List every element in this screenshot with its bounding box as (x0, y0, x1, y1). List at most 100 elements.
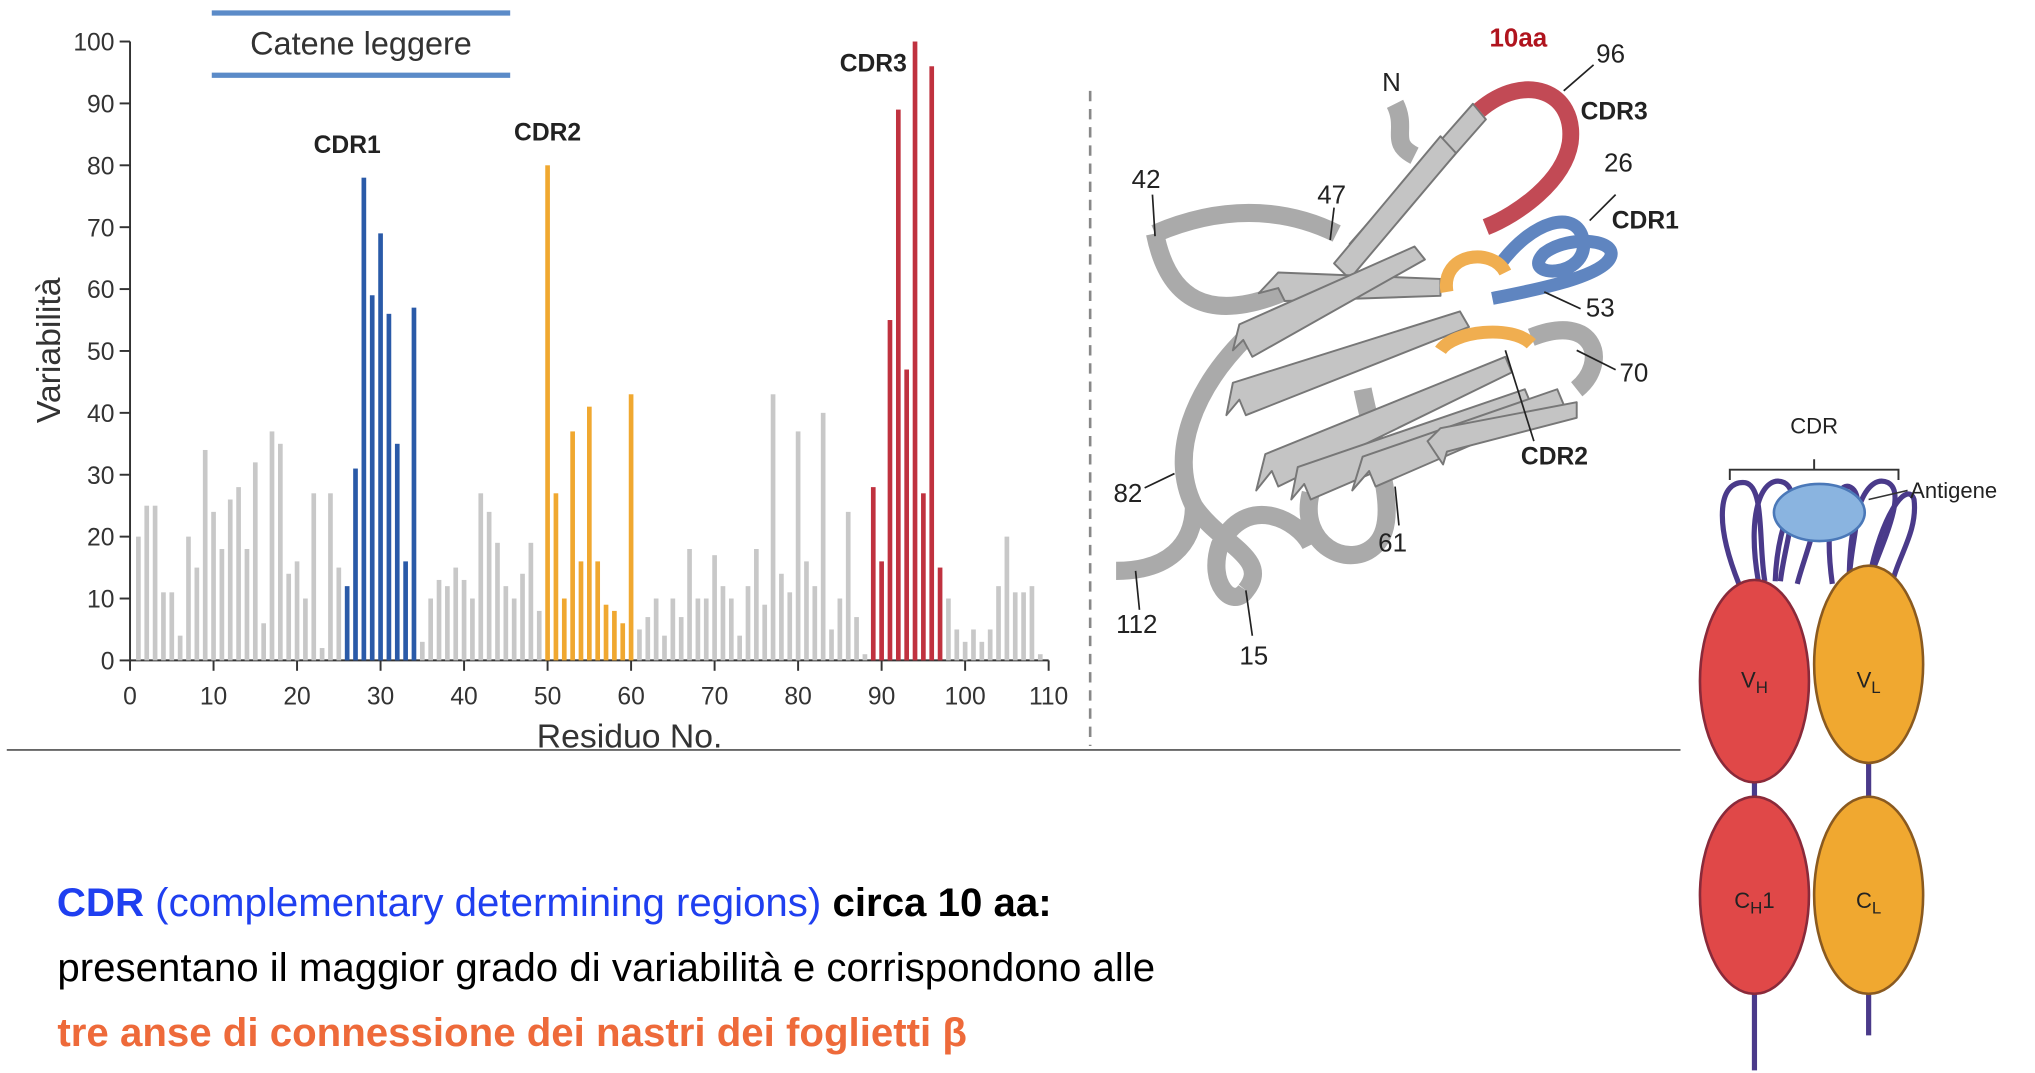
bar (403, 561, 408, 661)
bar (378, 233, 383, 661)
bar (503, 586, 509, 661)
bar (754, 549, 759, 661)
y-tick-label: 40 (87, 401, 114, 428)
bar (286, 573, 292, 661)
antigen-label: Antigene (1910, 478, 1997, 503)
domain-label-part: V (1741, 668, 1756, 693)
x-tick-label: 0 (123, 684, 137, 711)
domain-label-part: C (1734, 888, 1750, 913)
ribbon-label: 96 (1596, 40, 1625, 68)
bar (845, 511, 851, 661)
bar (637, 629, 642, 661)
bar (854, 617, 859, 661)
bar (436, 579, 442, 661)
domain-label-part: L (1871, 678, 1880, 697)
y-tick-label: 30 (87, 463, 114, 490)
bar (219, 549, 225, 661)
antibody: CDR Antigene (1698, 413, 1997, 1071)
y-axis-label: Variabilità (30, 277, 68, 423)
series-label: CDR1 (314, 132, 381, 159)
bar (946, 598, 951, 661)
x-tick-label: 70 (701, 684, 728, 711)
bar (678, 617, 684, 661)
bar (645, 617, 651, 661)
text-run: CDR (46, 880, 144, 925)
bar (520, 573, 525, 661)
bar (169, 592, 175, 661)
bar (921, 493, 926, 661)
bar (536, 610, 542, 661)
bar (303, 598, 308, 661)
domain-label-part: H (1750, 898, 1762, 917)
bar (445, 586, 450, 661)
bar (929, 66, 935, 661)
bar (386, 313, 392, 661)
bar (962, 641, 968, 661)
bar (895, 109, 901, 661)
bar (144, 505, 150, 661)
bar (762, 604, 768, 661)
bar (344, 586, 350, 661)
ribbon-label: 70 (1620, 359, 1649, 387)
bar (461, 579, 467, 661)
y-tick-label: 10 (87, 587, 114, 614)
ribbon-label: 26 (1604, 149, 1633, 177)
bar (887, 320, 893, 661)
bar (662, 635, 667, 661)
ribbon-label: CDR2 (1521, 443, 1588, 470)
y-tick-label: 70 (87, 215, 114, 242)
ribbon-label: 82 (1114, 480, 1143, 508)
bar (1029, 586, 1035, 661)
bar (787, 592, 793, 661)
bar (511, 598, 517, 661)
bar (979, 641, 985, 661)
bar (369, 295, 375, 661)
bar (670, 598, 676, 661)
bar (687, 549, 692, 661)
domain-label: CH1 (1734, 888, 1774, 917)
y-tick-label: 90 (87, 91, 114, 118)
x-tick-label: 100 (945, 684, 986, 711)
bar (478, 493, 484, 661)
bar (720, 586, 726, 661)
bar (595, 561, 601, 661)
text-line: CDR (complementary determining regions) … (46, 880, 1052, 925)
text-line: presentano il maggior grado di variabili… (57, 945, 1155, 990)
ribbon-label: 112 (1116, 611, 1157, 639)
ribbon-label: 61 (1378, 529, 1407, 557)
bar (812, 586, 818, 661)
ribbon-label: 42 (1132, 166, 1161, 194)
ribbon-label: N (1382, 69, 1401, 97)
text-run: circa 10 aa: (821, 880, 1051, 925)
bar (603, 604, 609, 661)
text-line: tre anse di connessione dei nastri dei f… (57, 1010, 967, 1055)
bar (186, 536, 191, 661)
bar (779, 573, 784, 661)
y-tick-label: 80 (87, 153, 114, 180)
domain-label: CL (1856, 888, 1881, 917)
y-tick-label: 50 (87, 339, 114, 366)
bar (612, 610, 617, 661)
chart-title: Catene leggere (250, 25, 472, 61)
bar (737, 635, 742, 661)
bar (695, 598, 701, 661)
bar (587, 406, 592, 661)
bar (904, 369, 910, 661)
text-run: (complementary determining regions) (144, 880, 821, 925)
domain-label: VL (1857, 668, 1881, 697)
bar (244, 549, 250, 661)
x-tick-label: 30 (367, 684, 394, 711)
bar (770, 394, 776, 661)
bar (578, 561, 584, 661)
bar (954, 629, 960, 661)
bar (211, 511, 216, 661)
ribbon-label: 47 (1317, 182, 1346, 210)
bar (804, 561, 809, 661)
bar (353, 468, 358, 661)
bar (486, 511, 492, 661)
bar (269, 431, 275, 661)
ribbon-label: 53 (1586, 295, 1615, 323)
bar (1037, 654, 1043, 661)
bar (870, 487, 876, 661)
bar (570, 431, 575, 661)
